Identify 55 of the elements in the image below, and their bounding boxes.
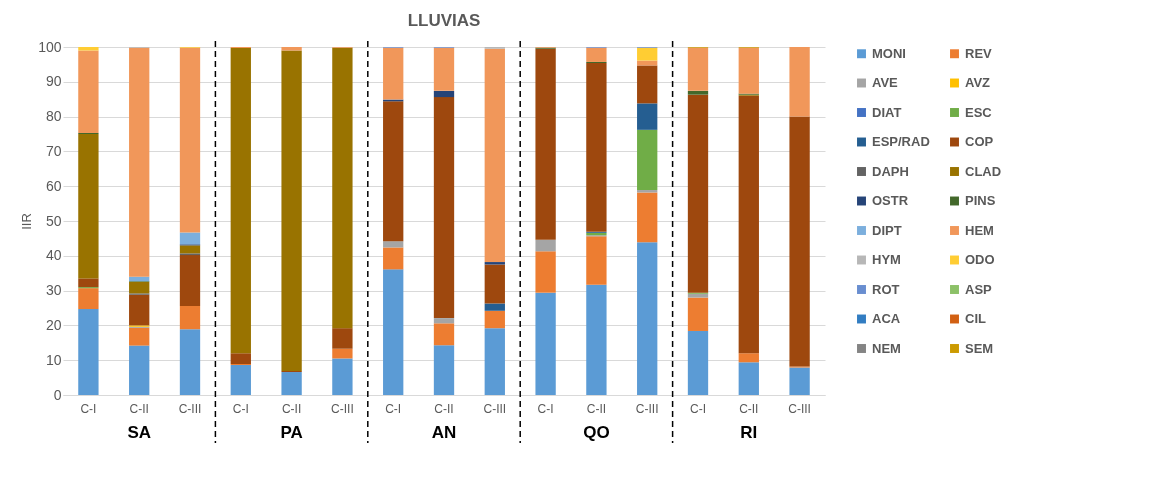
x-tick-label: C-I xyxy=(232,401,249,416)
x-tick-label: C-I xyxy=(690,401,706,416)
legend-label: REV xyxy=(965,45,993,61)
legend-label: PINS xyxy=(965,193,996,208)
y-axis-title: IIR xyxy=(19,213,35,230)
legend-label: DIPT xyxy=(872,222,902,238)
legend-label: ESP/RAD xyxy=(872,134,930,149)
text: RI xyxy=(740,423,758,442)
y-tick-label: 60 xyxy=(45,177,62,194)
y-tick-label: 90 xyxy=(45,73,62,90)
x-tick-label: C-I xyxy=(80,401,97,416)
y-tick-label: 10 xyxy=(45,351,62,368)
chart-title: LLUVIAS xyxy=(407,11,481,30)
legend-label: SEM xyxy=(965,340,994,356)
x-tick-label: C-III xyxy=(788,401,811,416)
legend-label: HYM xyxy=(872,252,901,267)
text: QO xyxy=(583,423,610,442)
legend-label: CIL xyxy=(965,311,986,326)
x-tick-label: C-III xyxy=(483,401,507,416)
text: PA xyxy=(280,423,303,442)
y-tick-label: 100 xyxy=(38,38,62,55)
legend-label: AVE xyxy=(872,75,899,90)
y-tick-label: 70 xyxy=(45,142,62,159)
text: SA xyxy=(127,423,152,442)
legend-label: NEM xyxy=(872,340,901,356)
x-tick-label: C-I xyxy=(385,401,402,416)
text: AN xyxy=(431,423,457,442)
y-tick-label: 20 xyxy=(45,316,62,333)
y-tick-label: 30 xyxy=(45,282,62,299)
y-tick-label: 80 xyxy=(45,108,62,125)
legend-label: ESC xyxy=(965,104,993,120)
legend-label: DIAT xyxy=(872,104,902,120)
y-tick-label: 40 xyxy=(45,247,62,264)
legend-label: ROT xyxy=(872,281,900,297)
x-tick-label: C-II xyxy=(129,401,149,416)
x-tick-label: C-II xyxy=(281,401,302,416)
x-tick-label: C-II xyxy=(739,401,759,416)
x-tick-label: C-II xyxy=(434,401,454,416)
y-tick-label: 50 xyxy=(45,212,62,229)
legend-label: COP xyxy=(965,134,994,149)
y-tick-label: 0 xyxy=(53,386,62,403)
legend-label: DAPH xyxy=(872,163,909,179)
legend-label: CLAD xyxy=(965,163,1002,179)
legend-label: ODO xyxy=(965,252,995,267)
x-tick-label: C-III xyxy=(331,401,354,416)
legend-label: ACA xyxy=(872,311,901,326)
x-tick-label: C-II xyxy=(586,401,607,416)
x-tick-label: C-III xyxy=(635,401,659,416)
x-tick-label: C-I xyxy=(537,401,554,416)
x-tick-label: C-III xyxy=(178,401,202,416)
legend-label: MONI xyxy=(872,45,906,61)
legend-label: HEM xyxy=(965,222,994,238)
legend-label: ASP xyxy=(965,281,993,297)
legend-label: OSTR xyxy=(872,193,909,208)
legend-label: AVZ xyxy=(965,75,991,90)
